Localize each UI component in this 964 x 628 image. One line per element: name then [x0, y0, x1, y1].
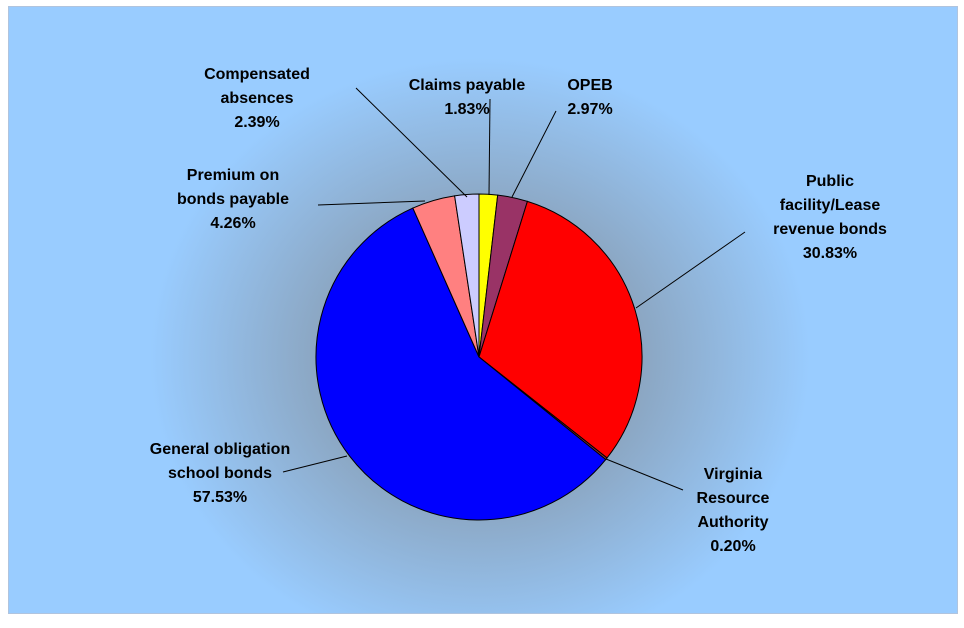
- pie-slice: [454, 193, 480, 358]
- leader-line: [511, 110, 557, 198]
- category-label: Virginia Resource Authority: [696, 466, 770, 531]
- category-label: Compensated absences: [204, 66, 310, 107]
- value-label: 2.39%: [234, 114, 280, 131]
- value-label: 4.26%: [210, 215, 256, 232]
- value-label: 30.83%: [802, 245, 858, 262]
- leader-line: [282, 455, 348, 473]
- category-label: General obligation school bonds: [149, 441, 291, 482]
- category-label: Premium on bonds payable: [176, 167, 290, 208]
- category-label: OPEB: [567, 77, 613, 94]
- slice-label: OPEB 2.97%: [550, 74, 630, 122]
- value-label: 1.83%: [444, 101, 490, 118]
- category-label: Claims payable: [408, 77, 526, 94]
- leader-line: [317, 200, 426, 206]
- value-label: 2.97%: [567, 101, 613, 118]
- leader-line: [605, 458, 684, 491]
- slice-label: Claims payable 1.83%: [387, 74, 547, 122]
- leader-line: [488, 98, 491, 196]
- slice-label: Premium on bonds payable 4.26%: [168, 164, 298, 236]
- slice-label: Public facility/Lease revenue bonds 30.83…: [755, 170, 905, 266]
- category-label: Public facility/Lease revenue bonds: [773, 173, 887, 238]
- value-label: 57.53%: [192, 489, 248, 506]
- pie-slice: [478, 200, 643, 459]
- leader-line: [635, 231, 746, 309]
- slice-label: General obligation school bonds 57.53%: [145, 438, 295, 510]
- leader-line: [355, 87, 468, 198]
- slice-label: Virginia Resource Authority 0.20%: [683, 463, 783, 559]
- pie-slice: [315, 207, 607, 521]
- slice-label: Compensated absences 2.39%: [197, 63, 317, 135]
- value-label: 0.20%: [710, 538, 756, 555]
